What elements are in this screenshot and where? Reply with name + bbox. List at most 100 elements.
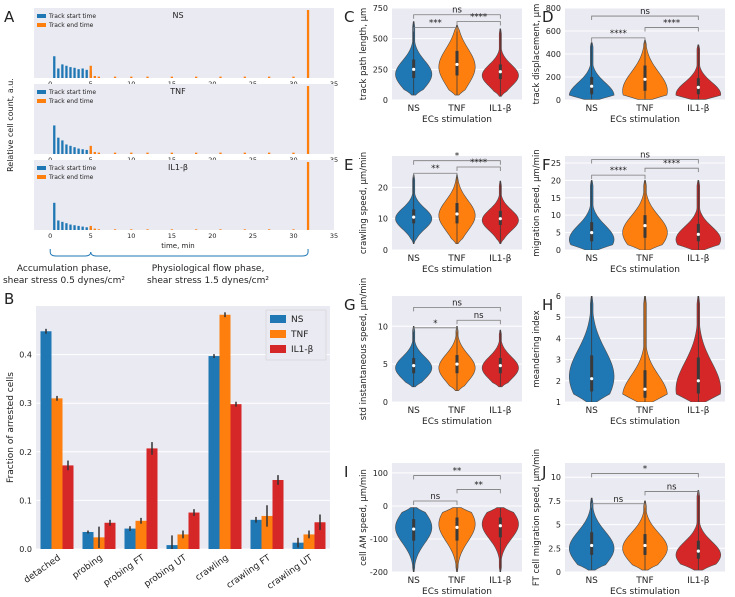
- end-time-bar: [89, 145, 92, 154]
- significance-label: *: [433, 319, 437, 329]
- x-tick-label: NS: [407, 406, 420, 416]
- x-tick-label: 0: [48, 232, 52, 240]
- violins: [568, 490, 721, 571]
- subplot-legend: Track start time Track end time: [37, 13, 96, 29]
- significance-bracket: [413, 306, 501, 312]
- violin-median: [498, 524, 502, 528]
- y-tick-label: 400: [546, 50, 561, 59]
- x-tick-label: 20: [208, 232, 216, 240]
- start-time-bar: [69, 224, 72, 230]
- y-tick-label: 0.1: [19, 496, 32, 505]
- significance-label: ****: [663, 159, 680, 169]
- violin-iqr-box: [498, 517, 502, 538]
- start-time-bar: [81, 226, 84, 230]
- violin-iqr-box: [643, 370, 647, 398]
- x-tick-label: 35: [330, 232, 338, 240]
- significance-bracket: [591, 15, 699, 21]
- significance-label: ns: [640, 150, 650, 160]
- flow-bracket: [90, 249, 309, 257]
- end-time-bar: [93, 228, 96, 230]
- start-time-bar: [77, 69, 80, 78]
- y-tick-label: 5: [556, 229, 561, 238]
- end-time-bar: [292, 229, 295, 230]
- x-axis-label: ECs stimulation: [422, 417, 492, 427]
- start-time-bar: [81, 149, 84, 154]
- x-tick-label: IL1-β: [489, 254, 512, 264]
- y-tick-label: 20: [378, 183, 388, 192]
- significance-bracket: [413, 327, 458, 332]
- panel-h: H 1 2 3 4 5 6 NS TNF IL1-β ECs stimulation meanderi…: [532, 292, 725, 427]
- start-time-bar: [57, 220, 60, 230]
- x-tick-label: TNF: [447, 254, 465, 264]
- violin-median: [455, 212, 459, 216]
- end-time-bar: [243, 152, 246, 154]
- y-tick-label: 0.3: [19, 399, 32, 408]
- x-tick-label: NS: [585, 104, 598, 114]
- significance-bracket: [456, 21, 501, 26]
- end-time-bar: [243, 76, 246, 78]
- y-tick-label: 100: [373, 469, 388, 478]
- end-time-bar: [306, 10, 310, 78]
- x-axis-label: ECs stimulation: [610, 587, 680, 597]
- violin-median: [412, 67, 416, 71]
- y-tick-label: 2.5: [548, 544, 561, 553]
- bar-crawling-0: [208, 356, 220, 549]
- y-tick-label: 2: [556, 377, 561, 386]
- significance-label: ns: [474, 311, 484, 321]
- end-time-bar: [195, 152, 198, 154]
- end-time-bar: [219, 229, 222, 230]
- violins: [395, 325, 519, 391]
- violin-median: [590, 377, 594, 381]
- x-tick-label: TNF: [635, 576, 653, 586]
- end-time-bar: [219, 152, 222, 154]
- significance-label: *: [455, 152, 459, 162]
- violin-iqr-box: [590, 355, 594, 392]
- violins: [395, 174, 519, 245]
- bar-probing-FT-2: [146, 448, 158, 549]
- y-tick-label: -200: [370, 568, 388, 577]
- bar-crawling-UT-1: [303, 534, 315, 549]
- start-time-bar: [73, 67, 76, 78]
- y-tick-label: 800: [546, 4, 561, 13]
- x-tick-label: NS: [585, 576, 598, 586]
- legend-swatch: [270, 315, 286, 323]
- x-tick-label: IL1-β: [687, 406, 710, 416]
- significance-bracket: [644, 167, 699, 173]
- subplot-legend: Track start time Track end time: [37, 165, 96, 181]
- significance-bracket: [413, 475, 501, 480]
- x-tick-label: TNF: [447, 104, 465, 114]
- start-time-bar: [61, 64, 64, 78]
- violins: [395, 21, 519, 97]
- y-axis-label: Fraction of arrested cells: [6, 372, 16, 483]
- significance-bracket: [591, 473, 699, 478]
- bar-probing-FT-1: [135, 520, 147, 549]
- end-time-bar: [130, 152, 133, 154]
- bar-probing-0: [82, 531, 94, 549]
- y-tick-label: 15: [551, 194, 561, 203]
- y-tick-label: 25: [551, 159, 561, 168]
- end-time-bar: [306, 162, 310, 230]
- start-time-bar: [61, 221, 64, 230]
- y-tick-label: 10: [378, 322, 388, 331]
- bar-crawling-1: [219, 314, 231, 549]
- x-tick-label: NS: [407, 254, 420, 264]
- end-time-bar: [113, 152, 117, 154]
- significance-label: ****: [470, 12, 487, 22]
- x-tick-label: IL1-β: [687, 104, 710, 114]
- start-time-bar: [81, 68, 84, 78]
- legend-label-end: Track end time: [48, 174, 94, 181]
- start-time-bar: [69, 67, 72, 78]
- y-tick-label: 10: [551, 211, 561, 220]
- y-tick-label: 600: [546, 27, 561, 36]
- significance-bracket: [644, 27, 699, 32]
- significance-label: **: [431, 164, 440, 174]
- legend-label: IL1-β: [291, 345, 314, 355]
- legend-swatch: [270, 330, 286, 338]
- x-tick-label: 25: [249, 232, 257, 240]
- x-tick-label: 5: [89, 232, 93, 240]
- violin-median: [643, 387, 647, 391]
- end-time-bar: [93, 75, 96, 78]
- panel-label-c: C: [344, 8, 354, 26]
